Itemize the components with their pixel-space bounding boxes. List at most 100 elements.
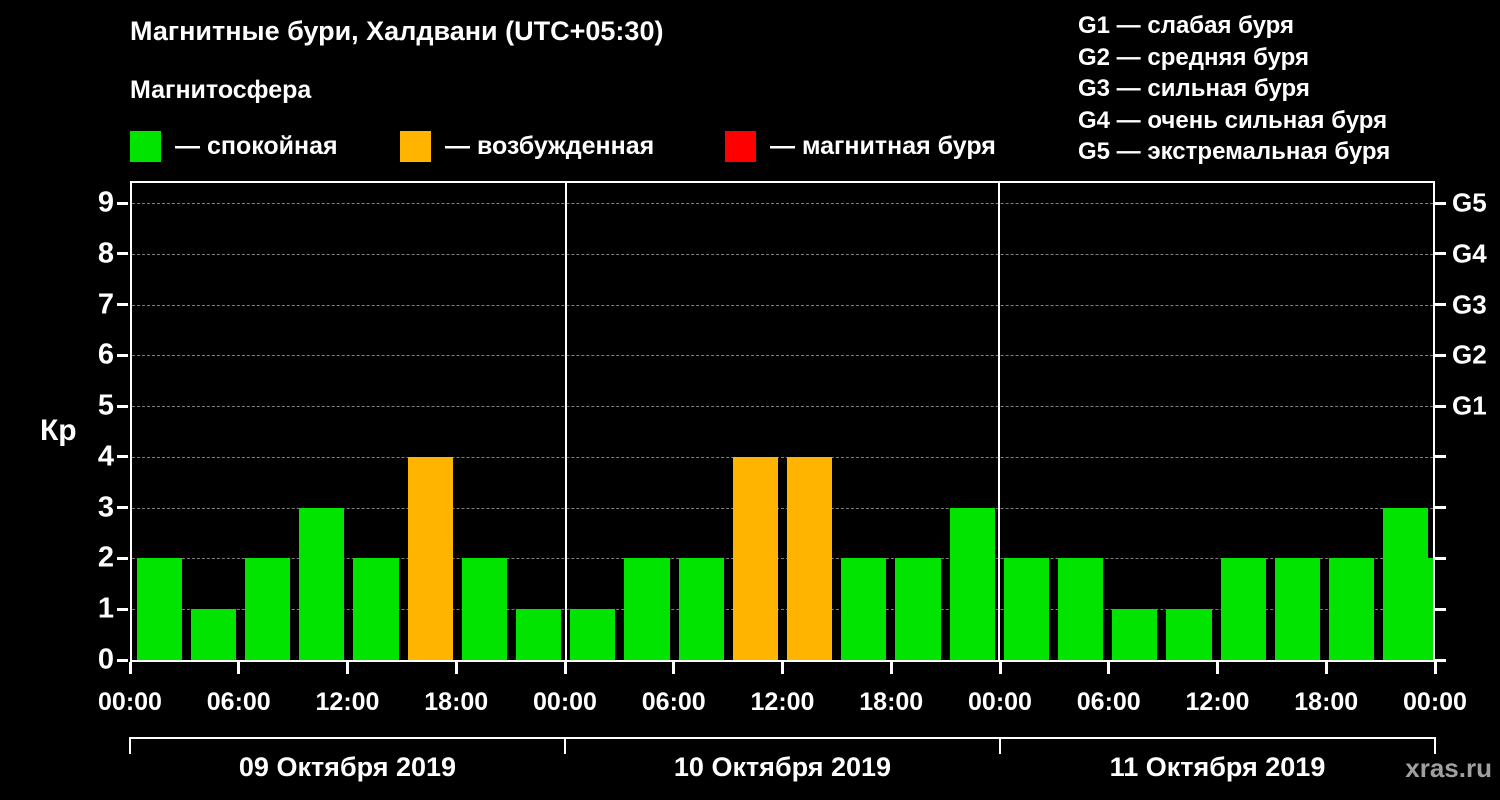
legend-label-quiet: — спокойная [175, 131, 338, 160]
kp-bar [1058, 558, 1104, 660]
kp-bar [1274, 558, 1321, 660]
gridline-kp-4 [132, 456, 1433, 458]
y-axis-label: 5 [97, 389, 114, 422]
y-axis-tick-right [1435, 658, 1446, 662]
y-axis-tick-left [117, 455, 128, 459]
date-bracket-tick [129, 737, 131, 754]
legend-label-excited: — возбужденная [445, 131, 655, 160]
y-axis-label: 7 [97, 288, 114, 321]
y-axis-tick-right [1435, 506, 1446, 510]
storm-color-swatch-icon [725, 130, 756, 162]
kp-bar [136, 558, 182, 660]
x-axis-label: 18:00 [1294, 688, 1359, 716]
y-axis-tick-right [1435, 404, 1446, 408]
watermark: xras.ru [1405, 753, 1492, 783]
kp-bar [949, 507, 995, 660]
g-scale-label: G4 [1452, 238, 1487, 269]
y-axis-tick-right [1435, 455, 1446, 459]
storm-scale-legend: G1 — слабая буря G2 — средняя буря G3 — … [1078, 10, 1390, 168]
storm-scale-item-g1: G1 — слабая буря [1078, 12, 1295, 39]
x-axis-label: 12:00 [750, 688, 815, 716]
y-axis-tick-left [117, 353, 128, 357]
date-bracket-tick [1434, 737, 1436, 754]
plot-inner [132, 183, 1433, 660]
kp-bar [732, 456, 778, 660]
y-axis-tick-left [117, 303, 128, 307]
x-axis-label: 00:00 [533, 688, 597, 716]
y-axis-tick-right [1435, 252, 1446, 256]
gridline-kp-5 [132, 406, 1433, 408]
legend-item-storm: — магнитная буря [725, 130, 996, 162]
x-axis-label: 00:00 [1403, 688, 1467, 716]
date-bracket-tick [999, 737, 1001, 754]
x-axis-tick [237, 662, 241, 674]
legend-item-quiet: — спокойная [130, 130, 338, 162]
y-axis-tick-left [117, 607, 128, 611]
kp-bar [515, 609, 562, 660]
kp-bar [299, 507, 345, 660]
y-axis-tick-right [1435, 353, 1446, 357]
x-axis-tick [1216, 662, 1219, 674]
y-axis-tick-left [117, 556, 128, 560]
day-separator [564, 183, 567, 660]
x-axis-tick [1324, 662, 1328, 674]
gridline-kp-6 [132, 355, 1433, 357]
kp-bar-partial [1415, 558, 1433, 660]
x-axis-label: 00:00 [98, 688, 162, 716]
x-axis-label: 12:00 [315, 688, 380, 716]
kp-bar [787, 456, 833, 660]
kp-bar [895, 558, 941, 660]
excited-color-swatch-icon [400, 130, 431, 162]
x-axis-label: 00:00 [968, 688, 1032, 716]
y-axis-label: 8 [97, 237, 114, 270]
x-axis-tick [672, 662, 676, 674]
chart-title: Магнитные бури, Халдвани (UTC+05:30) [130, 16, 664, 46]
date-bracket-line [130, 737, 1435, 739]
gridline-kp-9 [132, 203, 1433, 204]
storm-scale-item-g2: G2 — средняя буря [1078, 43, 1309, 71]
x-axis-tick [1433, 662, 1437, 674]
gridline-kp-2 [132, 558, 1433, 560]
y-axis-label: 3 [97, 491, 114, 524]
kp-bar [1329, 558, 1375, 660]
x-axis-label: 06:00 [641, 688, 706, 716]
plot-area [130, 181, 1435, 662]
g-scale-label: G5 [1452, 187, 1487, 218]
kp-bar [624, 558, 670, 660]
kp-bar [678, 558, 724, 660]
gridline-kp-8 [132, 253, 1433, 255]
date-label: 10 Октября 2019 [673, 752, 892, 782]
x-axis-tick [1107, 662, 1111, 674]
storm-scale-item-g3: G3 — сильная буря [1078, 75, 1310, 103]
x-axis-label: 18:00 [859, 688, 924, 716]
x-axis-label: 18:00 [424, 688, 489, 716]
x-axis-tick [128, 662, 132, 674]
kp-bar [570, 609, 616, 660]
kp-bar [190, 609, 236, 660]
legend-item-excited: — возбужденная [400, 130, 654, 162]
kp-bar [407, 456, 453, 660]
x-axis-tick [346, 662, 349, 674]
x-axis-tick [454, 662, 458, 674]
date-bracket-tick [564, 737, 566, 754]
quiet-color-swatch-icon [130, 130, 161, 162]
y-axis-label: 4 [97, 440, 114, 473]
y-axis-label: 9 [97, 186, 114, 219]
g-scale-label: G1 [1452, 390, 1487, 421]
legend-label-storm: — магнитная буря [770, 131, 996, 160]
gridline-kp-7 [132, 304, 1433, 306]
kp-bar [353, 558, 399, 660]
y-axis-tick-left [117, 658, 128, 662]
chart-subtitle: Магнитосфера [130, 76, 312, 104]
kp-bar [461, 558, 507, 660]
x-axis-label: 12:00 [1185, 688, 1250, 716]
storm-scale-item-g5: G5 — экстремальная буря [1078, 138, 1391, 166]
y-axis-tick-right [1435, 556, 1446, 560]
x-axis-tick [781, 662, 784, 674]
y-axis-label: 2 [97, 541, 114, 574]
kp-bar [1220, 558, 1266, 660]
x-axis-label: 06:00 [206, 688, 271, 716]
y-axis-tick-right [1435, 607, 1446, 611]
